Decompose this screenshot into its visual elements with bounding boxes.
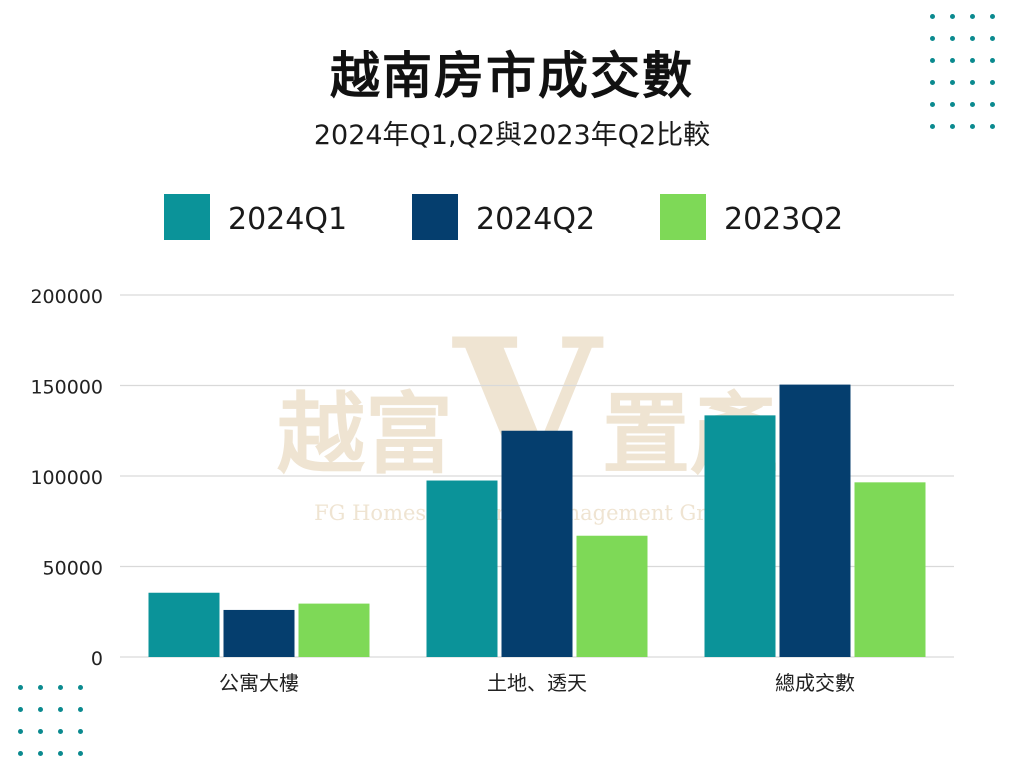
decorative-dot bbox=[78, 685, 83, 690]
decorative-dot bbox=[930, 102, 935, 107]
decorative-dot bbox=[950, 14, 955, 19]
decorative-dot bbox=[950, 58, 955, 63]
decorative-dot bbox=[970, 14, 975, 19]
chart-bars bbox=[148, 384, 926, 657]
legend-label-2024Q2: 2024Q2 bbox=[476, 202, 595, 237]
bar-2024Q2-2 bbox=[779, 384, 851, 657]
decorative-dot bbox=[950, 102, 955, 107]
decorative-dot bbox=[930, 14, 935, 19]
bar-2024Q2-1 bbox=[501, 430, 573, 657]
decorative-dot bbox=[18, 707, 23, 712]
decorative-dot bbox=[990, 102, 995, 107]
decorative-dot bbox=[950, 80, 955, 85]
decorative-dot bbox=[58, 685, 63, 690]
bar-2023Q2-2 bbox=[854, 482, 926, 657]
decorative-dot-grid-bottom-left bbox=[18, 685, 108, 771]
legend-label-2024Q1: 2024Q1 bbox=[228, 202, 347, 237]
decorative-dot bbox=[18, 685, 23, 690]
decorative-dot bbox=[38, 707, 43, 712]
y-tick-label: 0 bbox=[91, 648, 103, 670]
y-tick-label: 150000 bbox=[30, 377, 103, 399]
decorative-dot bbox=[78, 729, 83, 734]
bar-2024Q1-1 bbox=[426, 480, 498, 657]
decorative-dot bbox=[38, 685, 43, 690]
decorative-dot bbox=[930, 124, 935, 129]
bar-2024Q2-0 bbox=[223, 609, 295, 657]
decorative-dot bbox=[58, 751, 63, 756]
x-axis: 公寓大樓 土地、透天 總成交數 bbox=[219, 671, 855, 695]
bar-2023Q2-1 bbox=[576, 535, 648, 657]
decorative-dot bbox=[930, 80, 935, 85]
x-tick-label: 公寓大樓 bbox=[219, 671, 299, 695]
y-tick-label: 100000 bbox=[30, 467, 103, 489]
decorative-dot bbox=[970, 80, 975, 85]
decorative-dot bbox=[950, 36, 955, 41]
legend-swatch-2024Q1 bbox=[164, 194, 210, 240]
page-subtitle: 2024年Q1,Q2與2023年Q2比較 bbox=[313, 120, 711, 151]
decorative-dot bbox=[58, 729, 63, 734]
bar-2024Q1-0 bbox=[148, 592, 220, 657]
decorative-dot bbox=[950, 124, 955, 129]
decorative-dot bbox=[18, 729, 23, 734]
decorative-dot bbox=[78, 707, 83, 712]
watermark-text-left: 越富 bbox=[277, 383, 453, 486]
decorative-dot-grid-top-right bbox=[930, 14, 1020, 134]
decorative-dot bbox=[38, 751, 43, 756]
decorative-dot bbox=[38, 729, 43, 734]
x-tick-label: 總成交數 bbox=[775, 671, 855, 695]
decorative-dot bbox=[970, 36, 975, 41]
decorative-dot bbox=[990, 124, 995, 129]
legend-swatch-2024Q2 bbox=[412, 194, 458, 240]
y-tick-label: 50000 bbox=[43, 558, 103, 580]
legend-label-2023Q2: 2023Q2 bbox=[724, 202, 843, 237]
decorative-dot bbox=[990, 58, 995, 63]
decorative-dot bbox=[930, 58, 935, 63]
legend-swatch-2023Q2 bbox=[660, 194, 706, 240]
decorative-dot bbox=[970, 58, 975, 63]
y-axis: 0 50000 100000 150000 200000 bbox=[30, 286, 103, 670]
decorative-dot bbox=[930, 36, 935, 41]
decorative-dot bbox=[970, 102, 975, 107]
y-tick-label: 200000 bbox=[30, 286, 103, 308]
decorative-dot bbox=[970, 124, 975, 129]
chart-legend: 2024Q1 2024Q2 2023Q2 bbox=[164, 194, 843, 240]
decorative-dot bbox=[990, 14, 995, 19]
decorative-dot bbox=[58, 707, 63, 712]
bar-2024Q1-2 bbox=[704, 415, 776, 657]
x-tick-label: 土地、透天 bbox=[487, 671, 587, 695]
bar-2023Q2-0 bbox=[298, 603, 370, 657]
decorative-dot bbox=[990, 36, 995, 41]
page-title: 越南房市成交數 bbox=[330, 47, 694, 105]
decorative-dot bbox=[990, 80, 995, 85]
decorative-dot bbox=[18, 751, 23, 756]
decorative-dot bbox=[78, 751, 83, 756]
